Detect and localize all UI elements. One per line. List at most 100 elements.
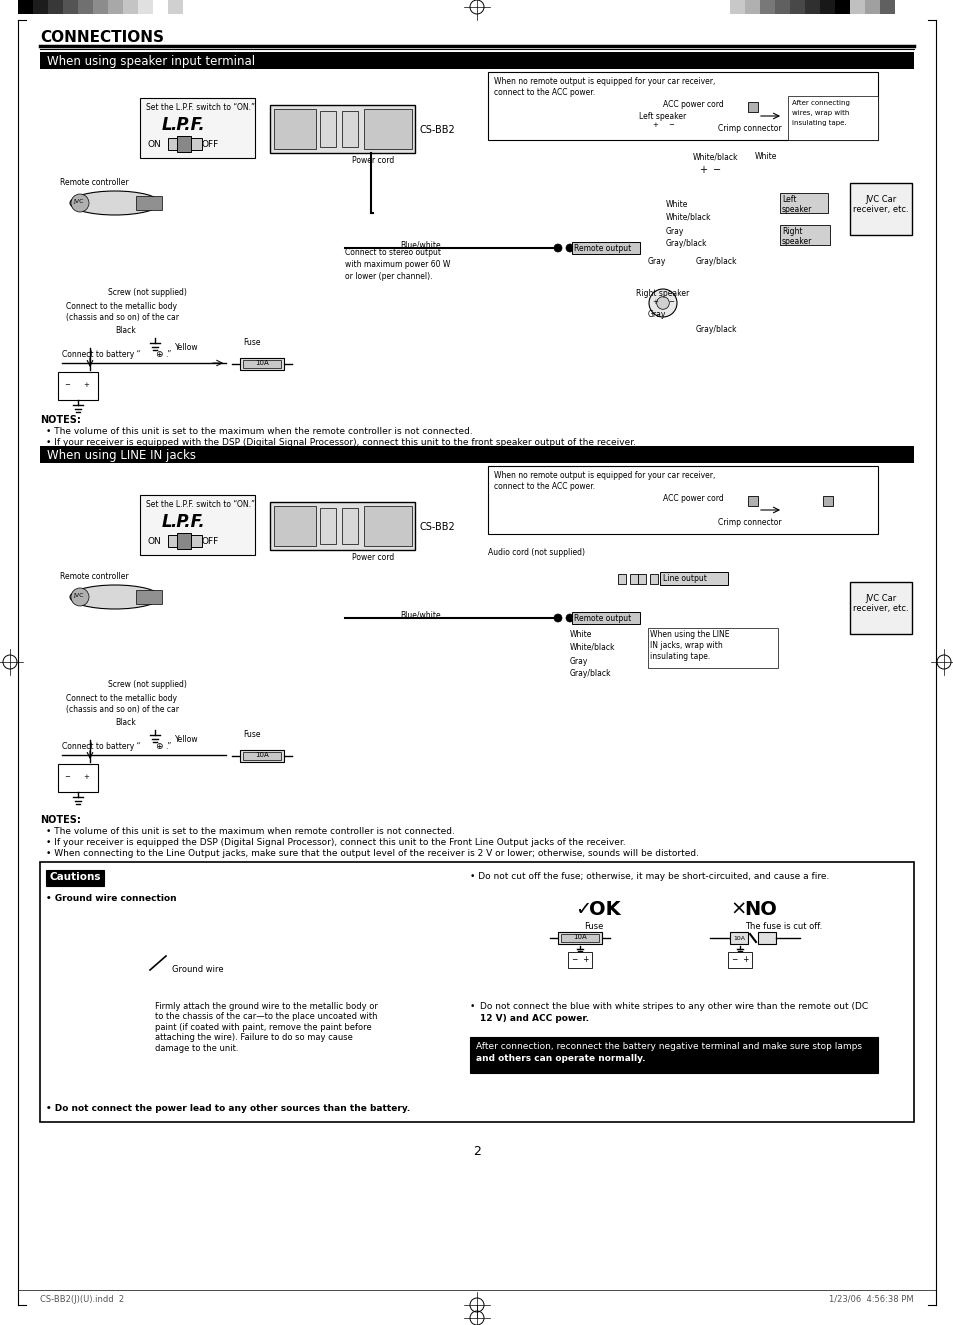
Bar [659, 572, 727, 586]
Text: 10A: 10A [573, 934, 586, 939]
Text: Remote output: Remote output [574, 244, 631, 253]
Bar [63, 0, 78, 15]
Text: White/black: White/black [569, 643, 615, 651]
Text: When using speaker input terminal: When using speaker input terminal [47, 56, 254, 68]
Text: • The volume of this unit is set to the maximum when remote controller is not co: • The volume of this unit is set to the … [46, 827, 455, 836]
Text: JVC Car: JVC Car [864, 594, 896, 603]
Text: with maximum power 60 W: with maximum power 60 W [345, 260, 450, 269]
Text: • When connecting to the Line Output jacks, make sure that the output level of t: • When connecting to the Line Output jac… [46, 849, 699, 859]
Text: Right speaker: Right speaker [636, 289, 689, 298]
Text: Firmly attach the ground wire to the metallic body or
to the chassis of the car—: Firmly attach the ground wire to the met… [154, 1002, 377, 1052]
Text: +: + [652, 299, 658, 305]
Text: connect to the ACC power.: connect to the ACC power. [494, 482, 595, 492]
Bar [727, 951, 751, 969]
Text: • The volume of this unit is set to the maximum when the remote controller is no: • The volume of this unit is set to the … [46, 427, 473, 436]
Text: JVC: JVC [73, 594, 84, 598]
Text: .P.F.: .P.F. [170, 513, 205, 531]
Bar [168, 138, 202, 150]
Text: • If your receiver is equipped with the DSP (Digital Signal Processor), connect : • If your receiver is equipped with the … [46, 439, 636, 447]
Text: (chassis and so on) of the car: (chassis and so on) of the car [66, 313, 179, 322]
Text: When no remote output is equipped for your car receiver,: When no remote output is equipped for yo… [494, 77, 715, 86]
Text: ON: ON [148, 537, 162, 546]
Text: speaker: speaker [781, 237, 812, 246]
Text: L: L [162, 117, 172, 134]
Text: 2: 2 [473, 1145, 480, 1158]
Text: Gray/black: Gray/black [569, 669, 611, 678]
Text: OFF: OFF [202, 537, 219, 546]
Bar [341, 111, 357, 147]
Text: +: + [699, 166, 706, 175]
Text: Crimp connector: Crimp connector [718, 125, 781, 132]
Circle shape [656, 297, 669, 309]
Text: .P.F.: .P.F. [170, 117, 205, 134]
Text: Connect to stereo output: Connect to stereo output [345, 248, 440, 257]
Text: Audio cord (not supplied): Audio cord (not supplied) [488, 549, 584, 556]
Text: Fuse: Fuse [243, 338, 260, 347]
Text: Left: Left [781, 195, 796, 204]
Bar [40, 447, 913, 462]
Bar [729, 0, 744, 15]
Text: Gray: Gray [569, 657, 588, 666]
Circle shape [71, 588, 89, 606]
Text: Gray: Gray [665, 227, 683, 236]
Text: JVC: JVC [73, 199, 84, 204]
Bar [572, 612, 639, 624]
Bar [108, 0, 123, 15]
Bar [78, 0, 92, 15]
Bar [136, 590, 162, 604]
Text: Cautions: Cautions [50, 872, 101, 882]
Circle shape [648, 113, 677, 140]
Text: The fuse is cut off.: The fuse is cut off. [744, 922, 821, 931]
Text: receiver, etc.: receiver, etc. [852, 604, 908, 613]
Text: −: − [712, 166, 720, 175]
Text: IN jacks, wrap with: IN jacks, wrap with [649, 641, 722, 651]
Text: connect to the ACC power.: connect to the ACC power. [494, 87, 595, 97]
Text: • If your receiver is equipped the DSP (Digital Signal Processor), connect this : • If your receiver is equipped the DSP (… [46, 837, 625, 847]
Text: ⊕: ⊕ [154, 742, 162, 751]
Text: ⊕: ⊕ [154, 350, 162, 359]
Text: When no remote output is equipped for your car receiver,: When no remote output is equipped for yo… [494, 470, 715, 480]
Text: CS-BB2: CS-BB2 [419, 125, 456, 135]
Bar [270, 105, 415, 152]
Bar [341, 507, 357, 545]
Ellipse shape [70, 586, 160, 610]
Text: −: − [667, 299, 673, 305]
Bar [140, 496, 254, 555]
Circle shape [648, 289, 677, 317]
Text: • Do not cut off the fuse; otherwise, it may be short-circuited, and cause a fir: • Do not cut off the fuse; otherwise, it… [470, 872, 828, 881]
Text: Power cord: Power cord [352, 156, 394, 166]
Text: NO: NO [743, 900, 776, 920]
Bar [558, 931, 601, 943]
Bar [274, 109, 315, 148]
Bar [243, 360, 281, 368]
Text: Connect to the metallic body: Connect to the metallic body [66, 302, 177, 311]
Bar [136, 196, 162, 209]
Text: NOTES:: NOTES: [40, 415, 81, 425]
Text: Screw (not supplied): Screw (not supplied) [108, 680, 187, 689]
Bar [48, 0, 63, 15]
Bar [470, 1037, 877, 1073]
Text: Ground wire: Ground wire [172, 965, 223, 974]
Text: receiver, etc.: receiver, etc. [852, 205, 908, 215]
Circle shape [162, 951, 170, 961]
Bar [240, 750, 284, 762]
Text: Blue/white: Blue/white [399, 240, 440, 249]
Bar [747, 102, 758, 113]
Text: 1/23/06  4:56:38 PM: 1/23/06 4:56:38 PM [828, 1295, 913, 1304]
Text: Gray: Gray [647, 257, 666, 266]
Text: wires, wrap with: wires, wrap with [791, 110, 848, 117]
Text: and others can operate normally.: and others can operate normally. [476, 1053, 645, 1063]
Bar [177, 136, 191, 152]
Bar [618, 574, 625, 584]
Text: Gray/black: Gray/black [696, 257, 737, 266]
Bar [780, 225, 829, 245]
Bar [243, 753, 281, 761]
Text: insulating tape.: insulating tape. [649, 652, 709, 661]
Text: Connect to battery “: Connect to battery “ [62, 742, 140, 751]
Text: ON: ON [148, 140, 162, 148]
Circle shape [817, 106, 837, 126]
Text: White: White [754, 152, 777, 162]
Bar [780, 193, 827, 213]
Bar [138, 0, 152, 15]
Text: ACC power cord: ACC power cord [662, 99, 723, 109]
